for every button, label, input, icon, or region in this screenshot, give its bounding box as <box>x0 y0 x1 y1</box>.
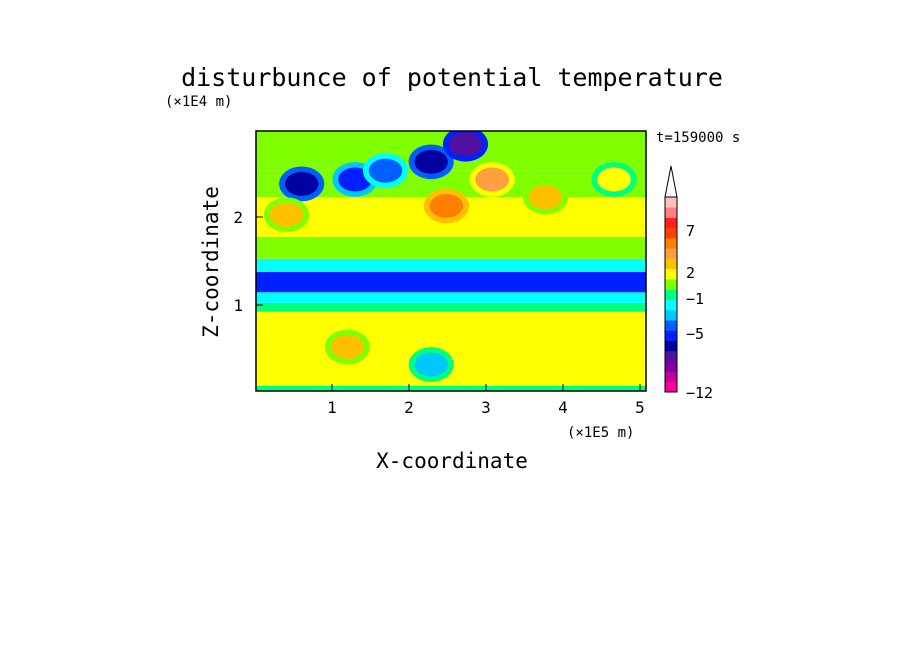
colorbar-extend-arrow <box>664 165 678 198</box>
contour-band <box>256 272 646 293</box>
contour-blob <box>269 202 304 227</box>
contour-blob <box>414 352 448 377</box>
colorbar-cell <box>665 309 677 321</box>
contour-band <box>256 302 646 312</box>
colorbar-cell <box>665 238 677 249</box>
contour-blob <box>597 167 631 192</box>
colorbar-tick-label: 7 <box>686 222 695 240</box>
contour-blob <box>414 149 448 174</box>
x-tick-label: 1 <box>327 398 337 417</box>
colorbar-cell <box>665 340 677 352</box>
contour-features <box>263 131 637 382</box>
contour-band <box>256 236 646 259</box>
colorbar-cell <box>665 371 677 383</box>
chart-title: disturbunce of potential temperature <box>181 63 723 92</box>
contour-blob <box>284 171 319 196</box>
colorbar-cell <box>665 197 677 208</box>
contour-band <box>256 364 646 386</box>
colorbar-cell <box>665 248 677 259</box>
x-tick-label: 4 <box>558 398 568 417</box>
y-unit-label: (×1E4 m) <box>165 94 232 110</box>
contour-band <box>256 292 646 303</box>
contour-blob <box>528 185 563 210</box>
contour-blob <box>475 167 509 192</box>
x-axis: 1 2 3 4 5 (×1E5 m) X-coordinate <box>327 384 645 473</box>
contour-blob <box>330 334 365 359</box>
contour-blob <box>429 193 464 218</box>
colorbar-cell <box>665 268 677 280</box>
colorbar-tick-label: −1 <box>686 290 704 308</box>
colorbar-cell <box>665 258 677 270</box>
y-axis-label: Z-coordinate <box>199 186 223 338</box>
colorbar-cell <box>665 217 677 229</box>
x-unit-label: (×1E5 m) <box>567 425 634 441</box>
colorbar-cell <box>665 299 677 311</box>
colorbar-cell <box>665 289 677 300</box>
colorbar-tick-label: −12 <box>686 384 713 402</box>
contour-band <box>256 258 646 273</box>
x-tick-label: 3 <box>481 398 491 417</box>
colorbar-cell <box>665 350 677 362</box>
y-axis: 1 2 Z-coordinate <box>199 186 263 338</box>
contour-blob <box>448 132 483 157</box>
colorbar-cell <box>665 330 677 341</box>
colorbar: 7 2 −1 −5 −12 <box>664 165 713 402</box>
colorbar-cell <box>665 320 677 331</box>
x-tick-label: 2 <box>404 398 414 417</box>
plot-frame <box>255 130 647 392</box>
time-label: t=159000 s <box>656 130 740 146</box>
colorbar-cell <box>665 381 677 393</box>
y-tick-label: 1 <box>233 296 243 315</box>
y-tick-label: 2 <box>233 208 243 227</box>
contour-blob <box>368 158 403 183</box>
colorbar-frame <box>664 196 678 393</box>
colorbar-cell <box>665 361 677 372</box>
x-tick-label: 5 <box>635 398 645 417</box>
x-axis-label: X-coordinate <box>376 449 528 473</box>
colorbar-tick-label: −5 <box>686 325 704 343</box>
colorbar-tick-label: 2 <box>686 264 695 282</box>
colorbar-cell <box>665 279 677 290</box>
contour-band <box>256 385 646 391</box>
colorbar-cell <box>665 227 677 239</box>
contour-band <box>256 311 646 343</box>
colorbar-cell <box>665 207 677 218</box>
